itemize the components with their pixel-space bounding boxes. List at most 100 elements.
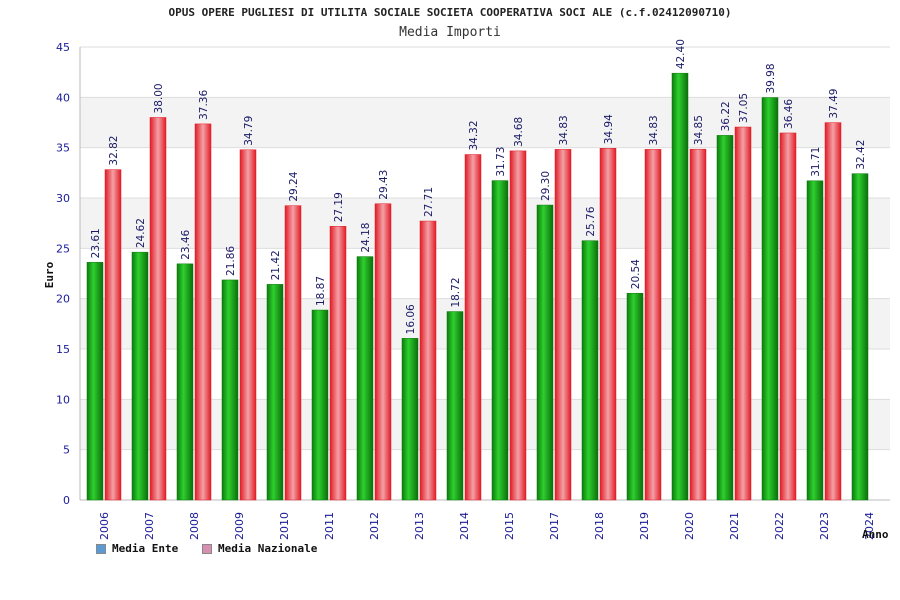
bar-ente-2012 [356,256,374,501]
bar-nazionale-2013 [419,220,437,501]
grid-band [80,298,890,349]
grid-band [80,449,890,500]
grid-band [80,399,890,450]
bar-ente-2020 [671,72,689,501]
y-tick-label: 0 [63,494,70,507]
bar-nazionale-2023 [824,122,842,501]
bar-ente-2022 [761,97,779,501]
bar-ente-2006 [86,262,104,501]
bar-ente-2021 [716,135,734,501]
data-label-nazionale-2011: 27.19 [333,192,345,222]
data-label-nazionale-2010: 29.24 [288,171,300,201]
grid-band [80,198,890,249]
data-label-nazionale-2022: 36.46 [783,99,795,129]
bar-nazionale-2021 [734,126,752,501]
bar-ente-2024 [851,173,869,501]
data-label-ente-2019: 20.54 [630,259,642,289]
grid-band [80,349,890,400]
bar-nazionale-2009 [239,149,257,501]
data-label-nazionale-2017: 34.83 [558,115,570,145]
data-label-ente-2010: 21.42 [270,250,282,280]
data-label-ente-2015: 31.73 [495,147,507,177]
x-tick-label-2011: 2011 [323,512,336,540]
data-label-ente-2012: 24.18 [360,223,372,253]
data-label-ente-2021: 36.22 [720,101,732,131]
data-label-nazionale-2015: 34.68 [513,117,525,147]
data-label-ente-2011: 18.87 [315,276,327,306]
bar-nazionale-2008 [194,123,212,501]
x-tick-label-2023: 2023 [818,512,831,540]
data-label-ente-2022: 39.98 [765,63,777,93]
y-tick-label: 30 [56,192,70,205]
grid-band [80,47,890,98]
legend-swatch-ente [96,543,106,554]
data-label-nazionale-2023: 37.49 [828,89,840,119]
grid-band [80,147,890,198]
legend-item-media-nazionale: Media Nazionale [202,542,317,555]
bar-nazionale-2014 [464,154,482,501]
grid-band [80,248,890,299]
data-label-ente-2023: 31.71 [810,147,822,177]
data-label-nazionale-2013: 27.71 [423,187,435,217]
x-tick-label-2020: 2020 [683,512,696,540]
data-label-ente-2013: 16.06 [405,304,417,334]
y-tick-label: 45 [56,41,70,54]
bar-ente-2015 [491,180,509,501]
bar-ente-2007 [131,251,149,501]
data-label-nazionale-2009: 34.79 [243,116,255,146]
bar-ente-2013 [401,338,419,501]
data-label-nazionale-2021: 37.05 [738,93,750,123]
chart-subtitle: Media Importi [399,25,501,40]
x-tick-label-2015: 2015 [503,512,516,540]
data-label-nazionale-2012: 29.43 [378,170,390,200]
data-label-ente-2006: 23.61 [90,228,102,258]
data-label-nazionale-2006: 32.82 [108,136,120,166]
y-tick-label: 10 [56,393,70,406]
bar-nazionale-2022 [779,132,797,501]
data-label-nazionale-2018: 34.94 [603,114,615,144]
bar-ente-2011 [311,309,329,501]
data-label-nazionale-2014: 34.32 [468,120,480,150]
bar-nazionale-2020 [689,148,707,501]
data-label-ente-2020: 42.40 [675,39,687,69]
bar-nazionale-2006 [104,169,122,501]
grid-band [80,97,890,148]
bar-ente-2019 [626,292,644,501]
bar-ente-2017 [536,204,554,501]
x-tick-label-2013: 2013 [413,512,426,540]
y-tick-label: 35 [56,142,70,155]
x-tick-label-2021: 2021 [728,512,741,540]
bar-ente-2014 [446,311,464,501]
x-tick-label-2022: 2022 [773,512,786,540]
y-tick-label: 5 [63,444,70,457]
legend-swatch-nazionale [202,543,212,554]
data-label-ente-2008: 23.46 [180,229,192,259]
bar-nazionale-2017 [554,149,572,501]
y-tick-label: 40 [56,91,70,104]
data-label-ente-2024: 32.42 [855,140,867,170]
bar-nazionale-2015 [509,150,527,501]
data-label-ente-2009: 21.86 [225,246,237,276]
data-label-nazionale-2020: 34.85 [693,115,705,145]
data-label-ente-2014: 18.72 [450,277,462,307]
bar-ente-2023 [806,180,824,501]
bar-nazionale-2018 [599,148,617,501]
data-label-ente-2007: 24.62 [135,218,147,248]
x-tick-label-2017: 2017 [548,512,561,540]
legend-label-ente: Media Ente [112,542,179,555]
legend-item-media-ente: Media Ente [96,542,178,555]
x-tick-label-2007: 2007 [143,512,156,540]
bar-nazionale-2010 [284,205,302,501]
bar-nazionale-2012 [374,203,392,501]
bar-ente-2008 [176,263,194,501]
bar-ente-2009 [221,279,239,501]
bar-nazionale-2011 [329,226,347,501]
y-tick-label: 20 [56,293,70,306]
legend-label-nazionale: Media Nazionale [218,542,318,555]
x-axis-label: Anno [862,528,889,541]
x-tick-label-2008: 2008 [188,512,201,540]
data-label-ente-2017: 29.30 [540,171,552,201]
x-tick-label-2018: 2018 [593,512,606,540]
y-tick-label: 25 [56,242,70,255]
chart-title: OPUS OPERE PUGLIESI DI UTILITA SOCIALE S… [168,6,732,19]
